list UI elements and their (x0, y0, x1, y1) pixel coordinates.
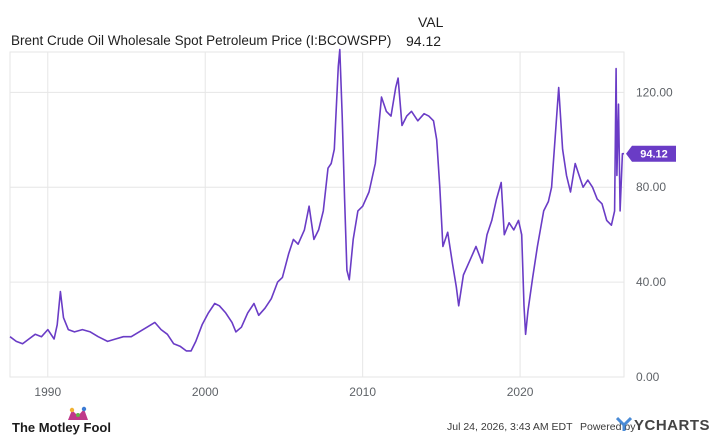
y-tick-label: 80.00 (636, 180, 666, 194)
value-column-label: VAL (418, 14, 444, 30)
y-axis: 0.00 40.00 80.00 120.00 (636, 85, 673, 384)
grid (9, 51, 625, 378)
jester-hat-icon (68, 406, 88, 420)
x-tick-label: 2020 (507, 385, 534, 399)
timestamp: Jul 24, 2026, 3:43 AM EDT (447, 421, 573, 433)
x-tick-label: 2010 (349, 385, 376, 399)
y-tick-label: 0.00 (636, 370, 660, 384)
y-tick-label: 120.00 (636, 85, 673, 99)
y-tick-label: 40.00 (636, 275, 666, 289)
x-tick-label: 1990 (34, 385, 61, 399)
motley-fool-logo[interactable]: The Motley Fool (12, 420, 111, 435)
x-tick-label: 2000 (192, 385, 219, 399)
series-name: Brent Crude Oil Wholesale Spot Petroleum… (11, 33, 392, 48)
last-value-badge-text: 94.12 (640, 149, 668, 161)
plot-frame (9, 51, 625, 378)
series-line (9, 48, 624, 352)
last-value-badge-shape (626, 145, 676, 162)
ycharts-logo-icon (616, 416, 632, 431)
current-value: 94.12 (406, 33, 442, 49)
ycharts-logo[interactable]: YCHARTS (634, 417, 711, 434)
last-value-badge: 94.12 (626, 145, 676, 162)
x-axis: 1990 2000 2010 2020 (34, 385, 533, 399)
